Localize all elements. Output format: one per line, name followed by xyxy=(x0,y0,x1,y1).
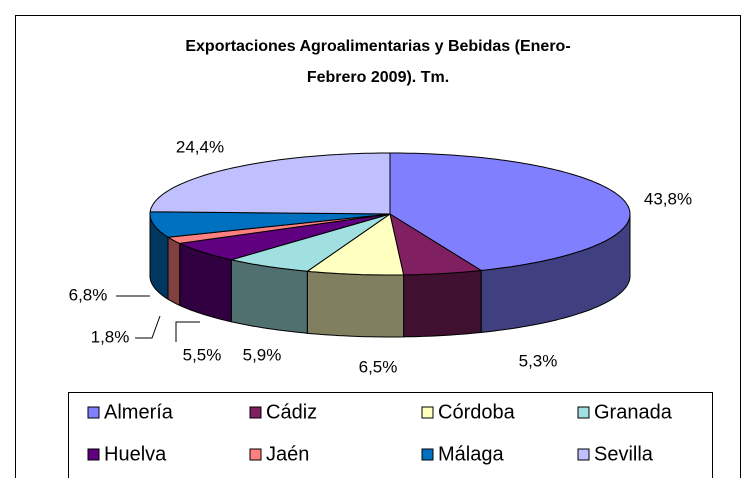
chart-title: Exportaciones Agroalimentarias y Bebidas… xyxy=(185,38,570,86)
legend-swatch xyxy=(249,448,262,461)
data-label: 6,5% xyxy=(359,357,398,376)
slice-side xyxy=(167,236,181,307)
legend-swatch xyxy=(87,406,100,419)
legend-swatch xyxy=(577,406,590,419)
data-label: 1,8% xyxy=(91,327,130,346)
legend-label: Huelva xyxy=(104,443,167,465)
legend-label: Sevilla xyxy=(594,443,654,465)
legend-swatch xyxy=(421,448,434,461)
slice-side xyxy=(230,259,308,334)
legend-label: Granada xyxy=(594,401,673,423)
slice xyxy=(305,213,405,276)
legend-swatch xyxy=(249,406,262,419)
legend-label: Córdoba xyxy=(438,401,516,423)
legend-label: Almería xyxy=(104,401,174,423)
title-line: Febrero 2009). Tm. xyxy=(307,69,449,86)
legend-label: Málaga xyxy=(438,443,504,465)
leader-line xyxy=(175,321,200,342)
title-line: Exportaciones Agroalimentarias y Bebidas… xyxy=(185,38,570,55)
slice xyxy=(389,212,483,276)
slice xyxy=(389,152,631,271)
slice xyxy=(231,213,391,272)
data-label: 24,4% xyxy=(176,137,224,156)
legend-swatch xyxy=(87,448,100,461)
data-label: 43,8% xyxy=(644,189,692,208)
legend-label: Jaén xyxy=(266,443,309,465)
slice-side xyxy=(306,270,405,338)
legend-label: Cádiz xyxy=(266,401,317,423)
data-label: 5,5% xyxy=(183,345,222,364)
legend-swatch xyxy=(421,406,434,419)
data-label: 5,9% xyxy=(243,345,282,364)
data-label: 6,8% xyxy=(69,285,108,304)
data-label: 5,3% xyxy=(519,351,558,370)
legend-box xyxy=(68,392,713,478)
slice-side xyxy=(403,269,482,338)
slice xyxy=(149,152,391,215)
slice xyxy=(149,211,391,238)
legend-swatch xyxy=(577,448,590,461)
slice xyxy=(177,213,391,261)
leader-line xyxy=(135,315,161,339)
